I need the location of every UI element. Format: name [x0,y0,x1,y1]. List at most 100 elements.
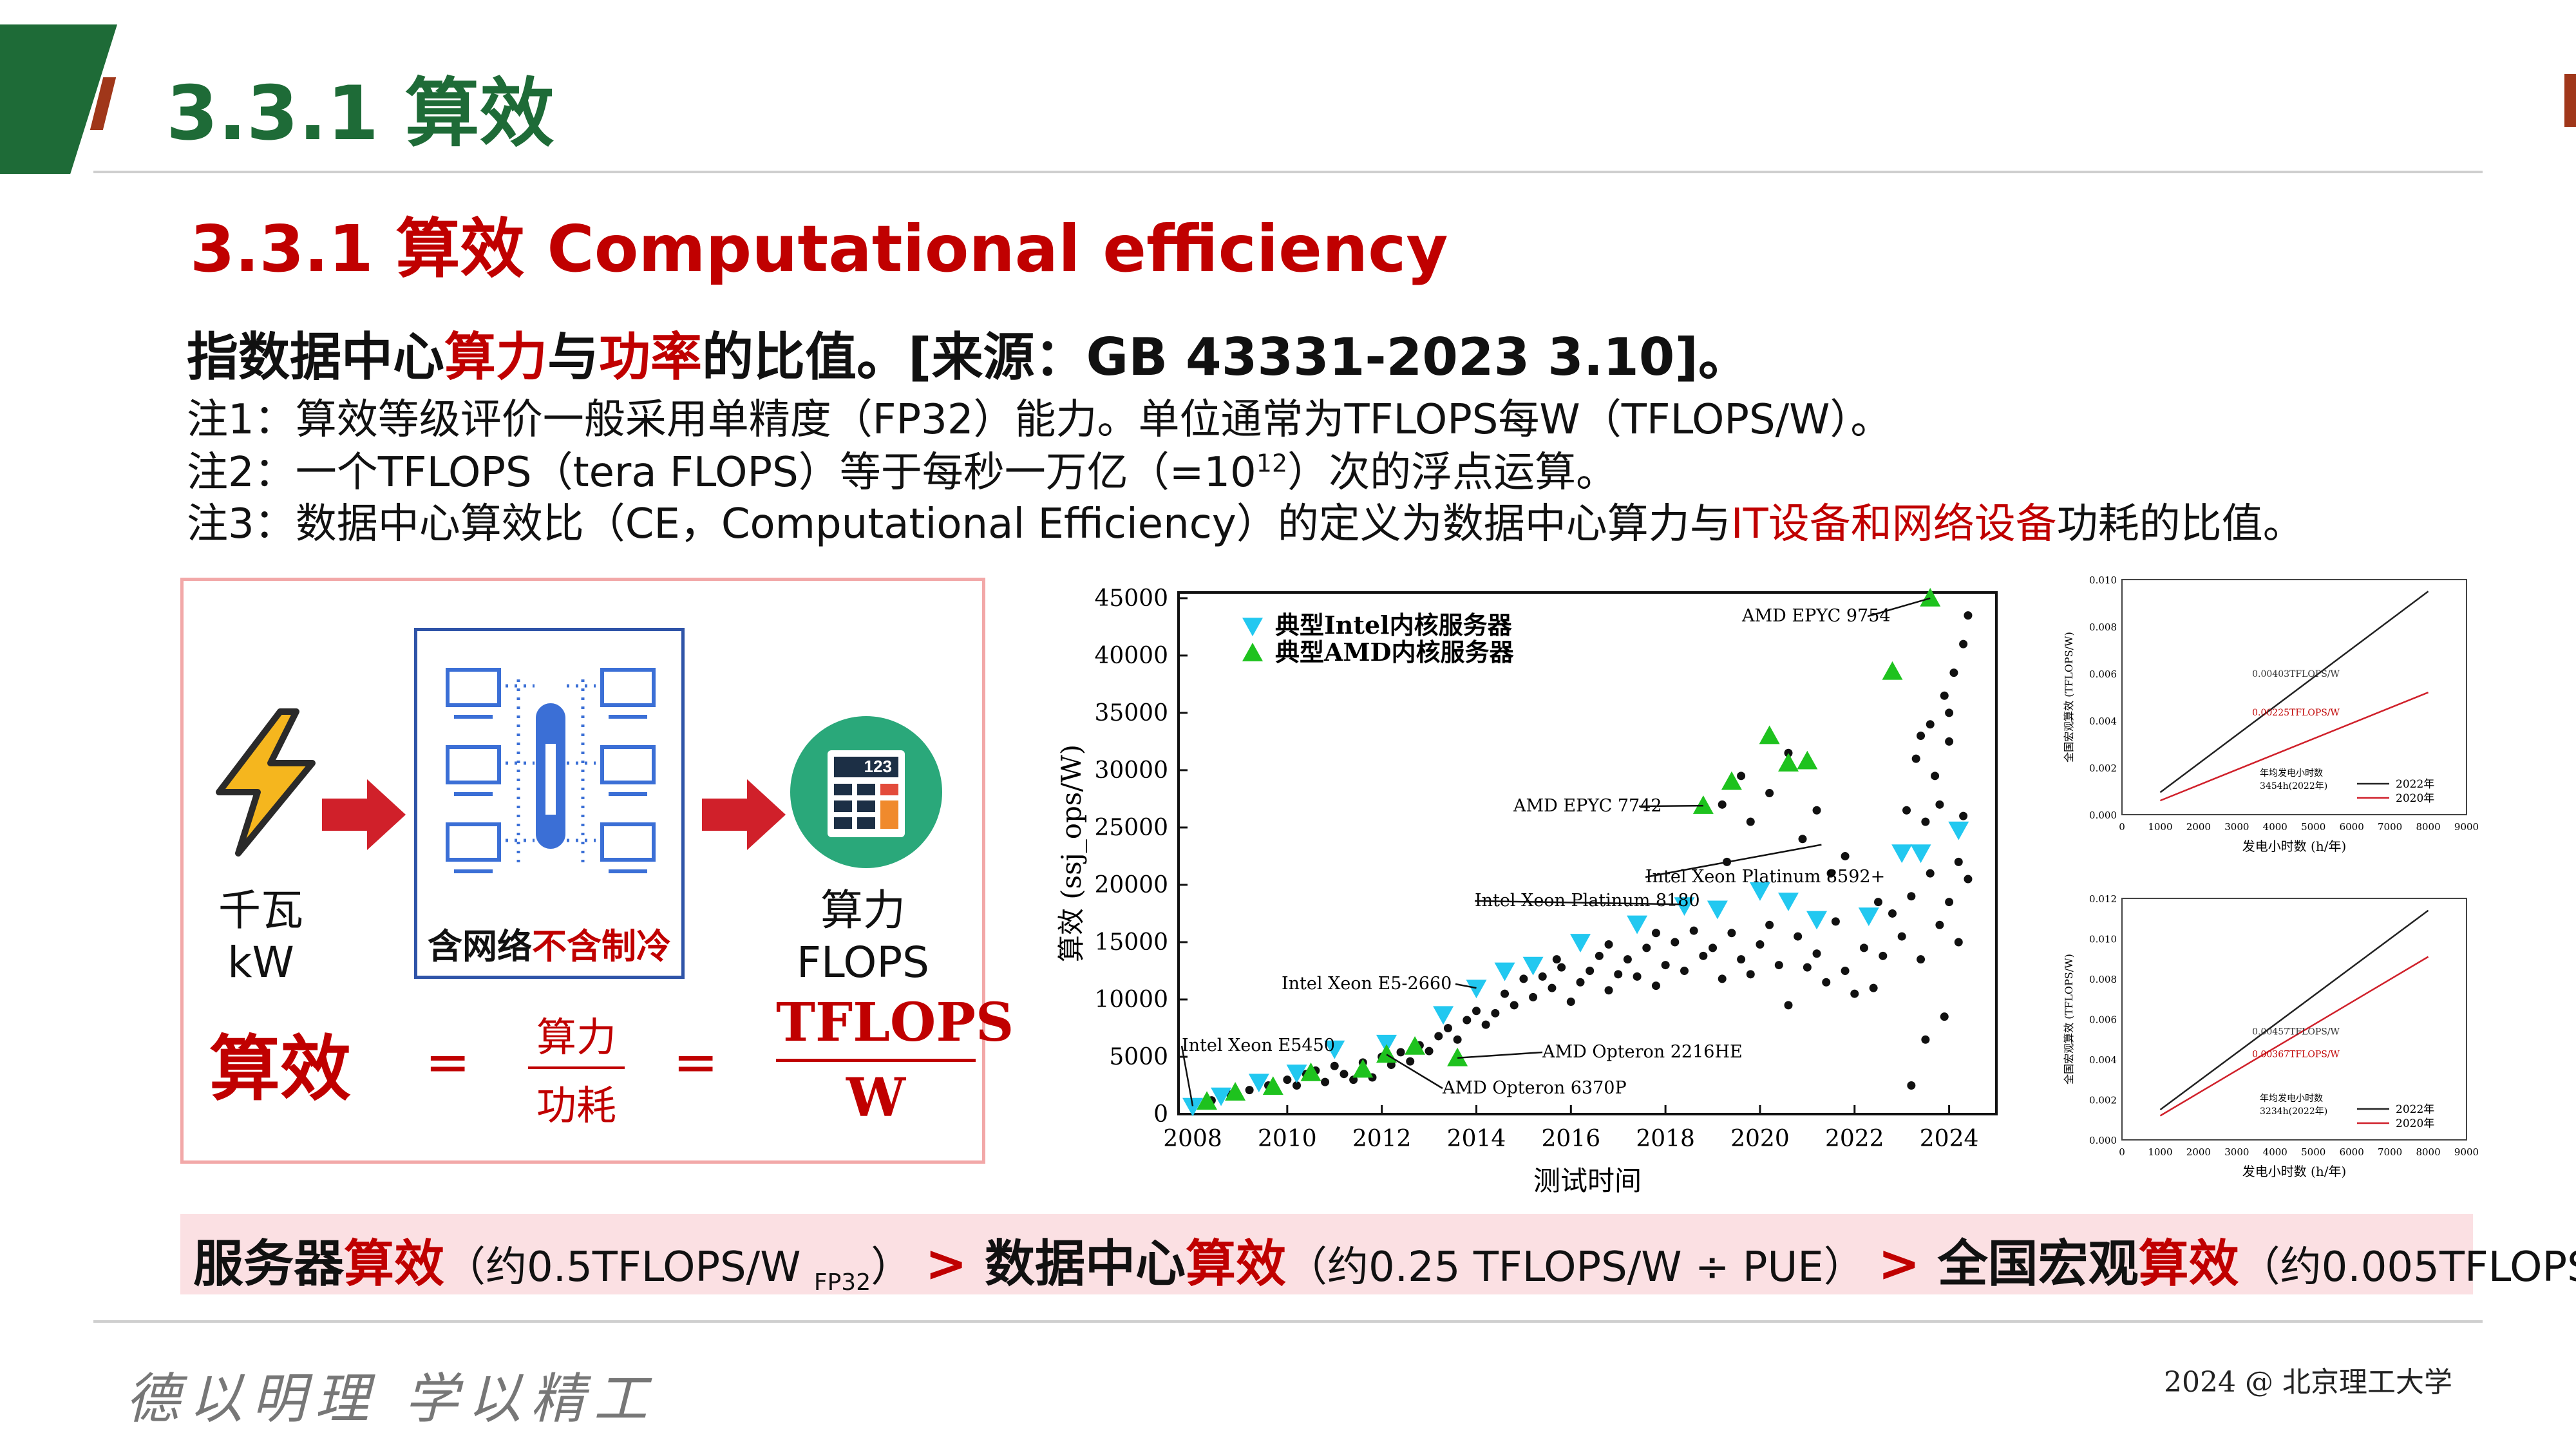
x-tick-label: 0 [2119,821,2125,833]
annotation-arrow [1645,844,1822,878]
data-point [1940,1012,1949,1021]
data-point [1481,1020,1490,1029]
x-tick-label: 0 [2119,1146,2125,1158]
data-point [1293,1081,1302,1090]
intel-point [1910,844,1931,864]
data-point [1917,955,1926,964]
x-tick-label: 2000 [2186,821,2211,833]
x-tick-label: 1000 [2148,1146,2172,1158]
data-point [1826,869,1835,878]
data-point [1623,955,1632,964]
compute-label: 算力 FLOPS [796,886,930,987]
annotation-label: AMD Opteron 2216HE [1542,1042,1743,1062]
data-point [1921,1035,1930,1044]
series-line [2159,591,2429,793]
annotation-arrow [1867,597,1931,618]
y-tick-label: 0.008 [2089,974,2117,985]
x-tick-label: 4000 [2263,1146,2287,1158]
data-point [1794,932,1803,941]
data-point [1954,857,1963,866]
y-tick-label: 0.002 [2089,1095,2117,1106]
amd-point [1352,1059,1374,1078]
x-tick-label: 4000 [2263,821,2287,833]
x-tick-label: 8000 [2416,821,2440,833]
data-point [1746,817,1755,826]
data-point [1651,981,1660,990]
x-tick-label: 2000 [2186,1146,2211,1158]
annotation-label: 0.00367TFLOPS/W [2252,1049,2340,1059]
y-tick-label: 35000 [1094,700,1168,726]
x-tick-label: 3000 [2224,1146,2249,1158]
x-tick-label: 7000 [2378,821,2402,833]
plot-area [2121,898,2467,1141]
equals-sign: = [673,1030,719,1094]
data-point [1756,940,1765,949]
x-axis-label: 测试时间 [1533,1165,1642,1197]
x-tick-label: 8000 [2416,1146,2440,1158]
data-point [1907,892,1916,901]
data-point [1746,970,1755,979]
data-point [1718,800,1727,809]
annotation-label: Intel Xeon E5450 [1182,1036,1335,1056]
annotation-label: 0.00403TFLOPS/W [2252,669,2340,679]
x-tick-label: 2010 [1258,1126,1317,1152]
data-point [1803,963,1812,972]
data-point [1552,955,1561,964]
data-point [1661,961,1670,970]
intel-point [1248,1074,1269,1093]
section-subtitle: 3.3.1 算效 Computational efficiency [190,211,1448,287]
intel-point [1522,956,1544,976]
amd-point [1405,1036,1426,1055]
data-point [1859,943,1868,952]
x-tick-label: 2024 [1920,1126,1979,1152]
intel-point [1674,897,1695,916]
data-point [1921,817,1930,826]
right-arrow-icon [322,779,406,850]
data-point [1831,917,1840,926]
intel-point [1948,821,1969,840]
y-tick-label: 0.010 [2089,934,2117,945]
header-right-accent [2564,74,2576,127]
data-point [1959,639,1968,649]
y-tick-label: 0.008 [2089,621,2117,633]
data-point [1931,772,1940,781]
right-arrow-icon [702,779,786,850]
legend-label: 2022年 [2396,778,2434,791]
data-point [1633,972,1642,981]
data-point [1453,1035,1462,1044]
intel-point [1433,1006,1454,1025]
y-tick-label: 0.010 [2089,574,2117,586]
data-point [1510,1001,1519,1010]
y-tick-label: 0.006 [2089,668,2117,680]
data-point [1586,966,1595,975]
y-tick-label: 0.000 [2089,810,2117,821]
intel-point [1806,911,1828,930]
definition: 指数据中心算力与功率的比值。[来源：GB 43331-2023 3.10]。 [187,327,1750,387]
y-tick-label: 0.012 [2089,893,2117,905]
y-tick-label: 40000 [1094,643,1168,669]
data-point [1709,943,1718,952]
annotation-arrow [1474,900,1680,905]
data-point [1926,720,1935,729]
intel-point [1324,1040,1345,1059]
y-axis-label: 算效 (ssj_ops/W) [1056,744,1087,962]
data-point [1954,938,1963,947]
y-tick-label: 0 [1153,1101,1168,1128]
data-point [1396,1048,1405,1057]
intel-point [1777,893,1799,911]
y-tick-label: 0.004 [2089,1054,2117,1066]
data-point [1671,938,1680,947]
intel-point [1749,882,1770,901]
amd-point [1721,771,1742,790]
data-point [1945,737,1954,746]
data-point [1911,754,1920,763]
amd-point [1797,750,1818,770]
note-3: 注3：数据中心算效比（CE，Computational Efficiency）的… [187,500,2304,548]
intel-point [1286,1065,1307,1083]
footer-divider [93,1320,2483,1323]
data-point [1604,940,1613,949]
legend-intel-marker [1242,618,1263,636]
annotation-arrow [1386,1054,1443,1090]
data-point [1784,748,1793,757]
legend-amd-label: 典型AMD内核服务器 [1275,638,1515,667]
